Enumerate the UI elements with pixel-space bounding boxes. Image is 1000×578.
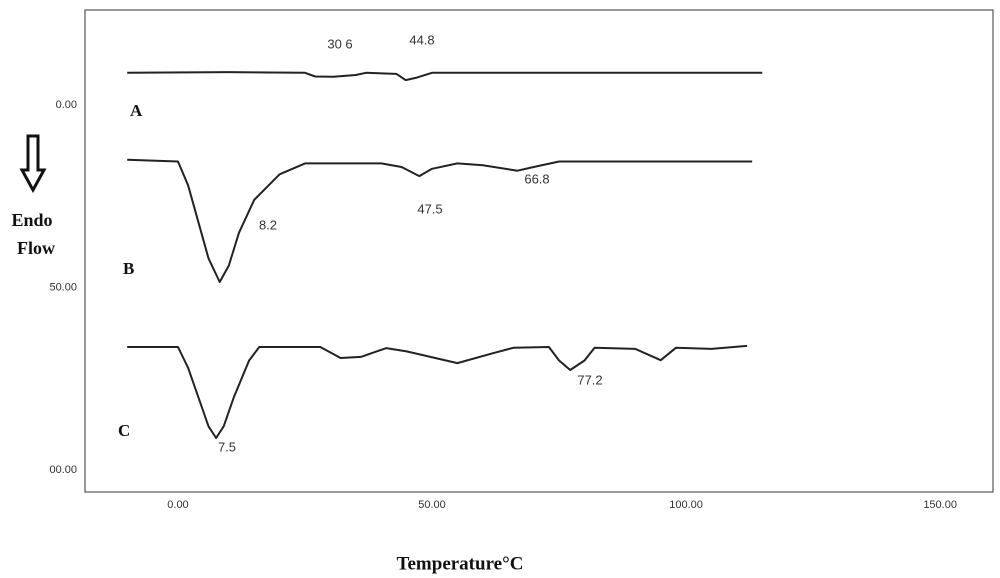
peak-annotation: 30 6 [327,36,352,51]
x-axis-label: Temperature°C [397,553,524,574]
plot-frame [84,9,994,493]
peak-annotation: 7.5 [218,439,236,454]
peak-annotation: 44.8 [409,32,434,47]
y-axis-label: Flow [17,238,55,258]
x-tick-label: 0.00 [167,499,188,511]
x-tick-label: 50.00 [418,499,446,511]
thermogram-curve [127,344,748,439]
peak-annotation: 8.2 [259,217,277,232]
curve-label: A [130,101,143,120]
y-tick-label: 00.00 [49,464,77,476]
curve-label: C [118,421,130,440]
x-tick-label: 100.00 [669,499,703,511]
thermogram-curve [127,71,763,82]
peak-annotation: 77.2 [577,372,602,387]
y-tick-label: 50.00 [49,281,77,293]
thermogram-curve [127,158,753,283]
endo-arrow [19,134,47,194]
peak-annotation: 66.8 [524,171,549,186]
curve-label: B [123,259,134,278]
peak-annotation: 47.5 [417,201,442,216]
y-tick-label: 0.00 [56,99,77,111]
y-axis-label: Endo [11,210,52,230]
x-tick-label: 150.00 [923,499,957,511]
